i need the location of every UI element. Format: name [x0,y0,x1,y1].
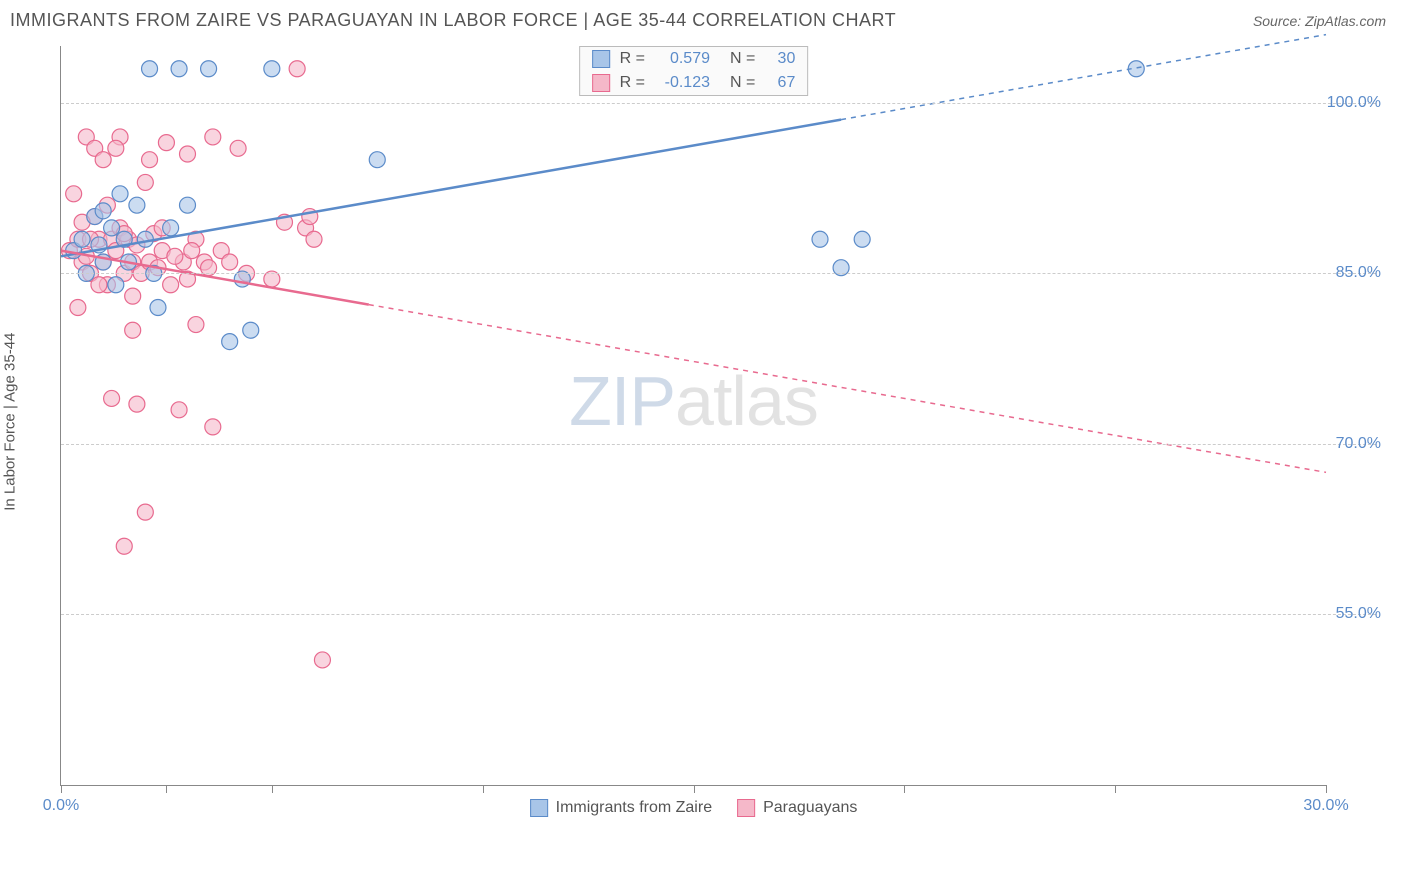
gridline-h [61,444,1376,445]
scatter-point [180,197,196,213]
scatter-point [108,140,124,156]
stat-r-value: 0.579 [655,50,710,68]
stat-n-value: 67 [765,74,795,92]
scatter-point [243,322,259,338]
scatter-point [369,152,385,168]
scatter-point [70,299,86,315]
stats-legend-row: R = 0.579 N = 30 [580,47,808,71]
scatter-point [180,146,196,162]
stat-r-value: -0.123 [655,74,710,92]
stat-r-label: R = [620,50,645,68]
scatter-point [812,231,828,247]
gridline-h [61,103,1376,104]
scatter-point [104,220,120,236]
scatter-point [142,61,158,77]
scatter-point [74,231,90,247]
scatter-point [184,243,200,259]
x-tick [1115,785,1116,793]
x-tick [904,785,905,793]
stat-n-label: N = [730,74,755,92]
x-tick [272,785,273,793]
scatter-point [137,504,153,520]
chart-container: In Labor Force | Age 35-44 ZIPatlas R =0… [50,36,1386,826]
scatter-point [163,220,179,236]
legend-swatch [530,799,548,817]
x-tick [61,785,62,793]
scatter-point [95,203,111,219]
gridline-h [61,273,1376,274]
scatter-point [167,248,183,264]
scatter-point [129,197,145,213]
scatter-point [230,140,246,156]
gridline-h [61,614,1376,615]
scatter-point [171,402,187,418]
scatter-point [188,317,204,333]
x-tick [483,785,484,793]
scatter-point [108,277,124,293]
trend-line-solid [61,120,841,257]
scatter-point [125,288,141,304]
legend-swatch [592,74,610,92]
scatter-point [306,231,322,247]
scatter-point [171,61,187,77]
scatter-point [314,652,330,668]
scatter-point [201,61,217,77]
scatter-point [142,152,158,168]
x-tick-label: 30.0% [1303,797,1348,815]
stats-legend-row: R = -0.123 N = 67 [580,71,808,95]
x-tick [694,785,695,793]
scatter-point [137,231,153,247]
y-tick-label: 100.0% [1327,94,1381,112]
scatter-point [854,231,870,247]
scatter-point [104,390,120,406]
y-tick-label: 70.0% [1336,435,1381,453]
scatter-point [129,396,145,412]
y-axis-label: In Labor Force | Age 35-44 [2,333,19,511]
scatter-point [205,129,221,145]
scatter-point [150,299,166,315]
series-legend: Immigrants from Zaire Paraguayans [530,799,858,817]
stat-n-value: 30 [765,50,795,68]
x-tick-label: 0.0% [43,797,79,815]
scatter-point [158,135,174,151]
series-legend-item: Paraguayans [737,799,857,817]
scatter-point [137,174,153,190]
series-legend-item: Immigrants from Zaire [530,799,712,817]
scatter-point [116,538,132,554]
series-legend-label: Paraguayans [763,799,857,817]
scatter-point [205,419,221,435]
scatter-point [112,186,128,202]
stat-r-label: R = [620,74,645,92]
scatter-point [222,254,238,270]
scatter-point [264,61,280,77]
scatter-point [95,152,111,168]
y-tick-label: 85.0% [1336,264,1381,282]
x-tick [166,785,167,793]
scatter-point [163,277,179,293]
scatter-point [91,277,107,293]
stat-n-label: N = [730,50,755,68]
series-legend-label: Immigrants from Zaire [556,799,712,817]
legend-swatch [737,799,755,817]
scatter-point [289,61,305,77]
chart-title: IMMIGRANTS FROM ZAIRE VS PARAGUAYAN IN L… [10,10,896,31]
scatter-point [222,334,238,350]
trend-line-dashed [841,35,1326,120]
legend-swatch [592,50,610,68]
x-tick [1326,785,1327,793]
y-tick-label: 55.0% [1336,605,1381,623]
plot-area: ZIPatlas R =0.579N =30R =-0.123N =67 Imm… [60,46,1326,786]
source-attribution: Source: ZipAtlas.com [1253,13,1386,29]
scatter-svg [61,46,1326,785]
scatter-point [66,186,82,202]
trend-line-dashed [369,305,1326,473]
scatter-point [125,322,141,338]
stats-legend: R = 0.579 N = 30 R = -0.123 N = 67 [579,46,809,96]
